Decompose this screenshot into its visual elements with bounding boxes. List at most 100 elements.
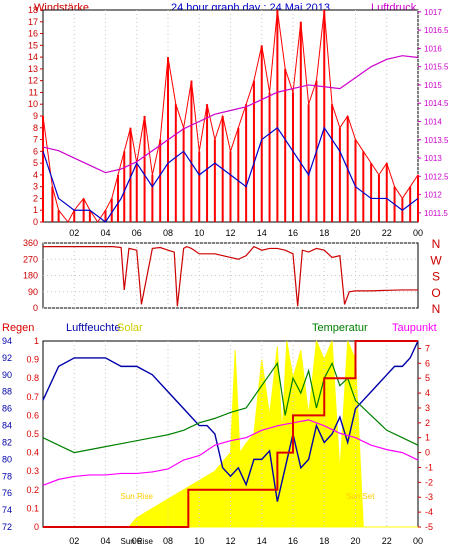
y-tick-label: 270 <box>23 254 38 264</box>
rain-tick-label: 0.3 <box>26 466 39 476</box>
x-tick-label: 02 <box>69 228 79 238</box>
y-tick-label: 1 <box>33 205 38 215</box>
humidity-tick-label: 92 <box>2 353 12 363</box>
y-tick-label: 10 <box>28 99 38 109</box>
wind-mean-line <box>42 126 419 223</box>
x-tick-label: 14 <box>257 228 267 238</box>
y-tick-label: 3 <box>33 182 38 192</box>
x-tick-label: 18 <box>319 536 329 546</box>
humidity-tick-label: 80 <box>2 454 12 464</box>
y-tick-label: 8 <box>33 123 38 133</box>
direction-letter: W <box>430 253 442 267</box>
humidity-tick-label: 82 <box>2 437 12 447</box>
y-tick-label: 7 <box>33 135 38 145</box>
x-tick-label: 00 <box>413 228 423 238</box>
rain-tick-label: 0.7 <box>26 392 39 402</box>
rain-tick-label: 0.2 <box>26 485 39 495</box>
rain-line <box>43 340 418 528</box>
y-tick-label: 13 <box>28 64 38 74</box>
wind-pressure-chart: 02 04 06 08 10 12 14 16 18 20 22 000123456789101112… <box>28 5 449 238</box>
humidity-line <box>42 340 419 502</box>
x-tick-label: 16 <box>288 536 298 546</box>
y2-tick-label: 1016.5 <box>424 26 449 35</box>
y-tick-label: 16 <box>28 29 38 39</box>
temperature-line <box>42 361 419 454</box>
rain-tick-label: 0.9 <box>26 355 39 365</box>
temp-tick-label: -2 <box>425 477 433 487</box>
humidity-tick-label: 84 <box>2 421 12 431</box>
y-tick-label: 11 <box>29 87 38 97</box>
x-tick-label: 06 <box>132 228 142 238</box>
y2-tick-label: 1012 <box>424 191 442 200</box>
x-tick-label: 06 <box>132 536 142 546</box>
sun-annotation: Sun Rise <box>121 537 154 546</box>
legend-solar: Solar <box>117 322 143 334</box>
dewpoint-line <box>42 419 419 486</box>
x-tick-label: 10 <box>194 536 204 546</box>
temp-tick-label: 4 <box>425 388 430 398</box>
x-tick-label: 20 <box>350 536 360 546</box>
humidity-tick-label: 76 <box>2 488 12 498</box>
temp-tick-label: -1 <box>425 462 433 472</box>
x-tick-label: 20 <box>350 228 360 238</box>
x-tick-label: 02 <box>69 536 79 546</box>
legend-temperatur: Temperatur <box>312 322 368 334</box>
x-tick-label: 14 <box>257 536 267 546</box>
temp-tick-label: 7 <box>425 343 430 353</box>
y2-tick-label: 1013.5 <box>424 136 449 145</box>
y2-tick-label: 1011.5 <box>424 209 448 218</box>
temp-tick-label: 1 <box>425 433 430 443</box>
y2-tick-label: 1012.5 <box>424 172 449 181</box>
y-tick-label: 2 <box>33 193 38 203</box>
temp-tick-label: 6 <box>425 358 430 368</box>
temp-tick-label: -3 <box>425 492 433 502</box>
direction-letter: N <box>432 302 441 316</box>
sun-annotation: Sun Rise <box>121 492 154 501</box>
rain-tick-label: 1 <box>34 336 39 346</box>
y-tick-label: 15 <box>28 40 38 50</box>
humidity-tick-label: 78 <box>2 471 12 481</box>
y2-tick-label: 1013 <box>424 154 442 163</box>
humidity-tick-label: 86 <box>2 404 12 414</box>
rain-tick-label: 0 <box>34 522 39 532</box>
temp-tick-label: 2 <box>425 418 430 428</box>
humidity-tick-label: 74 <box>2 505 12 515</box>
x-tick-label: 18 <box>319 228 329 238</box>
direction-letter: S <box>432 270 440 284</box>
rain-tick-label: 0.8 <box>26 373 39 383</box>
x-tick-label: 08 <box>163 536 173 546</box>
humidity-tick-label: 88 <box>2 387 12 397</box>
y-tick-label: 14 <box>28 52 38 62</box>
temp-tick-label: -5 <box>425 522 433 532</box>
y2-tick-label: 1017 <box>424 8 442 17</box>
legend-luftfeuchte: Luftfeuchte <box>66 322 120 334</box>
temp-tick-label: 3 <box>425 403 430 413</box>
y-tick-label: 6 <box>33 146 38 156</box>
x-tick-label: 22 <box>382 228 392 238</box>
x-tick-label: 04 <box>100 536 110 546</box>
y-tick-label: 5 <box>33 158 38 168</box>
x-tick-label: 16 <box>288 228 298 238</box>
pressure-line <box>42 55 419 174</box>
direction-letter: N <box>432 237 441 251</box>
rain-tick-label: 0.4 <box>26 448 39 458</box>
direction-letter: O <box>431 286 440 300</box>
legend-regen: Regen <box>2 322 34 334</box>
y-tick-label: 9 <box>33 111 38 121</box>
y-tick-label: 4 <box>33 170 38 180</box>
legend-taupunkt: Taupunkt <box>392 322 437 334</box>
y-tick-label: 18 <box>28 5 38 15</box>
sun-annotation: Sun Set <box>346 492 375 501</box>
direction-line <box>43 245 418 307</box>
y-tick-label: 0 <box>33 303 38 313</box>
y-tick-label: 0 <box>33 217 38 227</box>
humidity-tick-label: 90 <box>2 370 12 380</box>
x-tick-label: 04 <box>100 228 110 238</box>
x-tick-label: 08 <box>163 228 173 238</box>
y2-tick-label: 1015.5 <box>424 63 449 72</box>
temp-tick-label: 0 <box>425 448 430 458</box>
wind-line <box>42 9 419 223</box>
y2-tick-label: 1015 <box>424 81 442 90</box>
